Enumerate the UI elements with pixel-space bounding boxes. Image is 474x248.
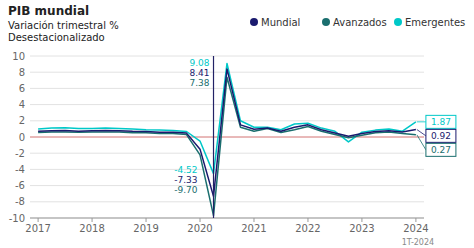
end-label-leader [417, 135, 426, 150]
y-tick-label: -6 [15, 180, 25, 191]
y-tick-label: 10 [12, 51, 25, 62]
legend-label: Emergentes [405, 17, 465, 28]
subtitle: Variación trimestral % [8, 20, 119, 31]
x-tick-label: 2022 [295, 223, 320, 234]
grid-line [30, 88, 424, 89]
period-label: 1T-2024 [402, 238, 435, 247]
y-tick-label: 4 [19, 99, 25, 110]
grid-line [30, 104, 424, 105]
x-tick [92, 218, 93, 222]
grid-line [30, 185, 424, 186]
x-tick [146, 218, 147, 222]
grid-line [30, 56, 424, 57]
x-tick-label: 2017 [25, 223, 50, 234]
end-label-box [426, 115, 456, 128]
legend-swatch [394, 18, 402, 26]
end-label: 0.27 [431, 145, 451, 155]
x-tick [307, 218, 308, 222]
background [0, 0, 474, 248]
y-tick-label: -8 [15, 196, 25, 207]
peak-label: 9.08 [189, 58, 209, 68]
grid-line [30, 218, 424, 219]
legend-swatch [250, 18, 258, 26]
x-tick-label: 2024 [403, 223, 428, 234]
trough-label: -9.70 [174, 185, 198, 195]
plot-area [30, 56, 424, 218]
end-label-box [426, 129, 456, 142]
end-label: 0.92 [431, 131, 451, 141]
end-label-leader [417, 130, 426, 136]
reference-line [213, 56, 214, 218]
grid-line [30, 201, 424, 202]
y-tick-label: 0 [19, 132, 25, 143]
legend-swatch [322, 18, 330, 26]
peak-label: 8.41 [189, 68, 209, 78]
y-tick-label: 2 [19, 115, 25, 126]
series-line [38, 77, 416, 215]
subtitle: Desestacionalizado [8, 32, 105, 43]
legend-label: Avanzados [333, 17, 387, 28]
end-label-leader [417, 121, 426, 122]
trough-label: -4.52 [174, 165, 197, 175]
y-tick-label: 8 [19, 67, 25, 78]
end-label: 1.87 [431, 117, 451, 127]
x-tick-label: 2018 [79, 223, 104, 234]
x-tick-label: 2019 [133, 223, 158, 234]
chart: -10 -8 -6 -4 -2 0 2 4 6 8 10 2017 2018 2019 2020 2021 20… [0, 0, 474, 248]
y-tick-label: -2 [15, 148, 25, 159]
grid-line [30, 120, 424, 121]
reference-line [30, 137, 424, 138]
y-tick-label: -4 [15, 164, 25, 175]
grid-line [30, 153, 424, 154]
x-tick-label: 2021 [241, 223, 266, 234]
series-line [38, 69, 416, 196]
x-tick [415, 218, 416, 222]
x-tick [253, 218, 254, 222]
x-tick [38, 218, 39, 222]
legend-label: Mundial [261, 17, 300, 28]
peak-label: 7.38 [189, 78, 209, 88]
grid-line [30, 137, 424, 138]
y-tick-label: -10 [9, 213, 25, 224]
x-tick-label: 2020 [187, 223, 212, 234]
trough-label: -7.33 [174, 175, 197, 185]
x-axis-line [30, 218, 424, 219]
end-label-box [426, 143, 456, 156]
x-tick-label: 2023 [349, 223, 374, 234]
x-tick [200, 218, 201, 222]
x-tick [361, 218, 362, 222]
grid-line [30, 169, 424, 170]
y-tick-label: 6 [19, 83, 25, 94]
title: PIB mundial [8, 4, 89, 18]
